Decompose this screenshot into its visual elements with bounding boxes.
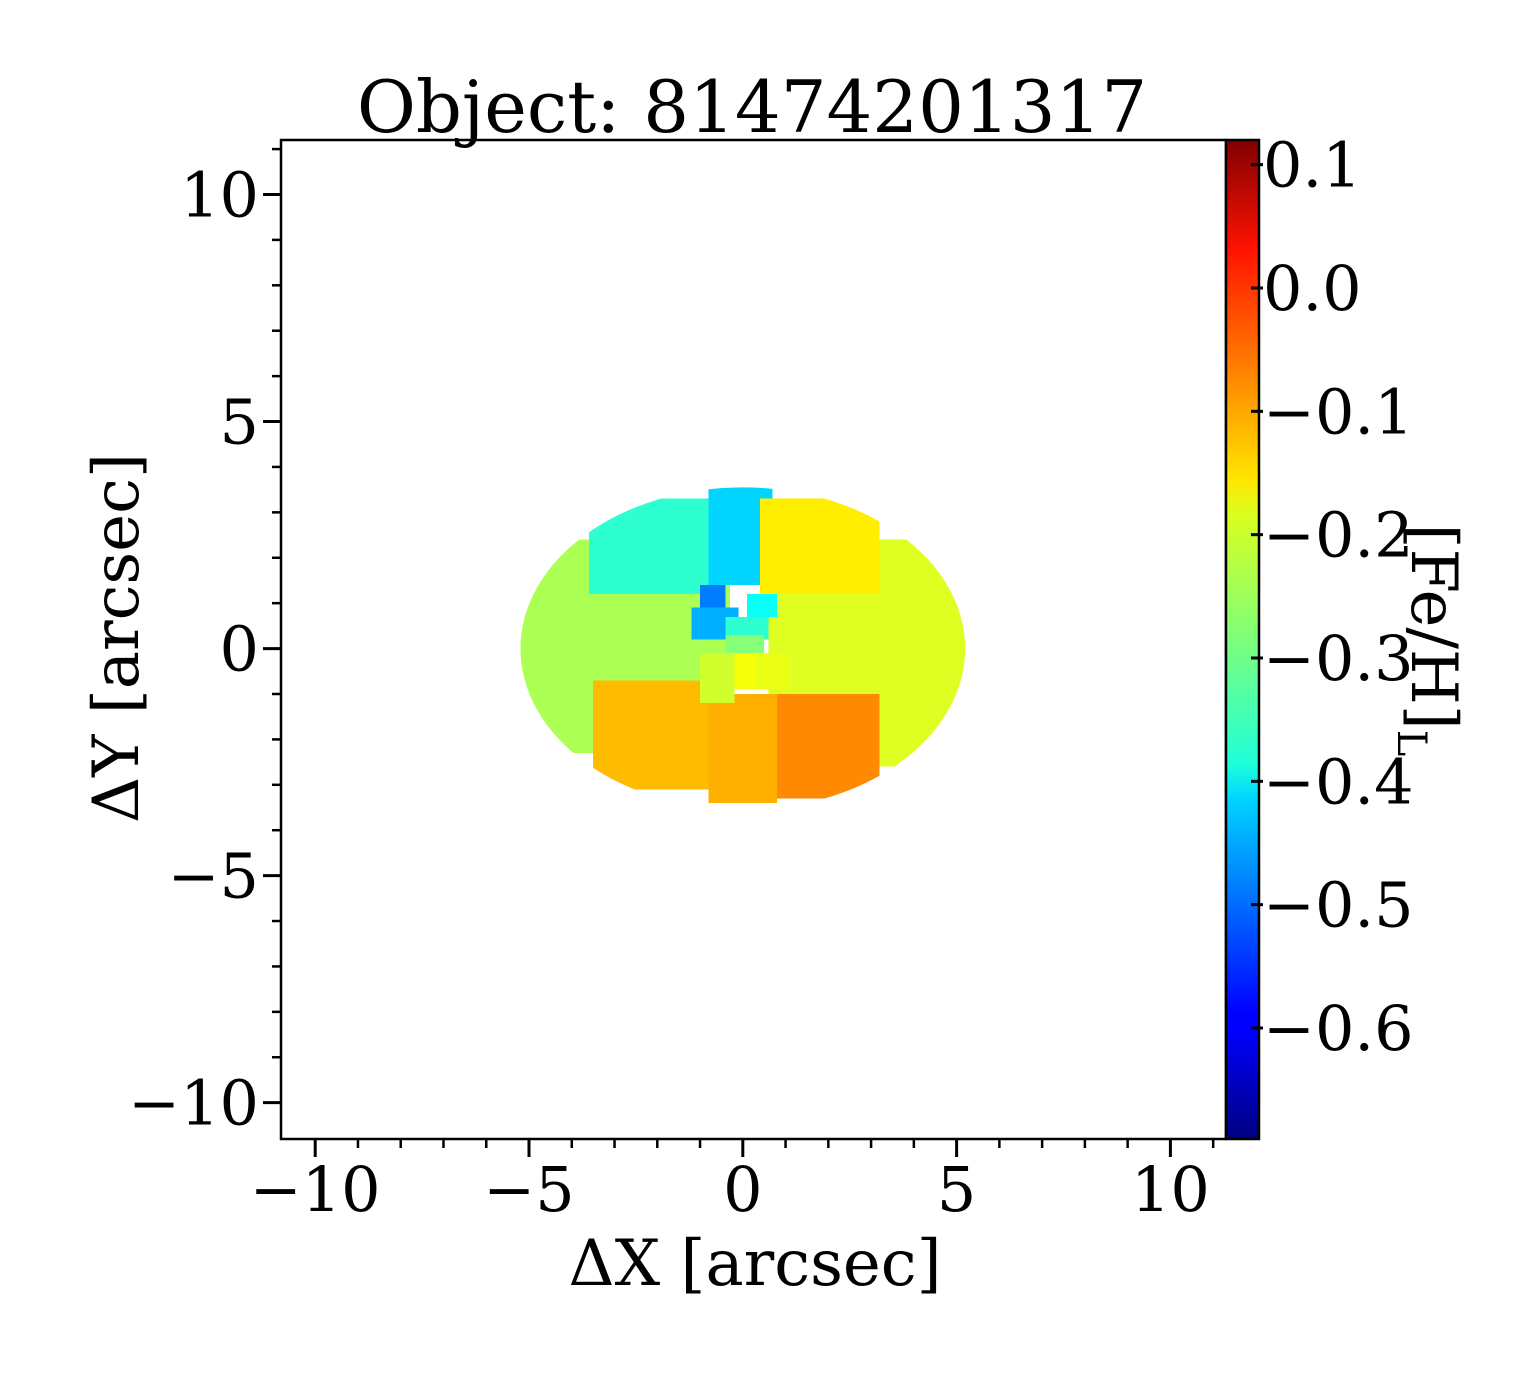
y-axis-label: ΔY [arcsec]: [80, 453, 154, 823]
bin-south: [708, 693, 778, 803]
x-tick-label: 5: [937, 1153, 976, 1226]
x-axis-label: ΔX [arcsec]: [568, 1227, 941, 1301]
bin-south-west: [593, 680, 709, 790]
y-tick-label: 5: [220, 386, 259, 459]
colorbar-tick-label: −0.6: [1263, 992, 1414, 1065]
voronoi-bins: [520, 487, 966, 803]
x-tick-label: −10: [250, 1153, 381, 1226]
bin-core-green: [725, 634, 765, 654]
colorbar-label: [Fe/H]L: [1388, 524, 1470, 757]
colorbar-tick-label: −0.4: [1263, 745, 1414, 818]
colorbar-tick-label: −0.3: [1263, 622, 1414, 695]
bin-core-s: [734, 653, 756, 690]
colorbar-tick-label: 0.0: [1263, 252, 1362, 325]
colorbar-tick-label: −0.2: [1263, 499, 1414, 572]
bin-core-se: [755, 653, 790, 690]
y-tick-label: −5: [168, 840, 259, 913]
metallicity-map: [520, 487, 966, 803]
y-tick-label: −10: [128, 1067, 259, 1140]
colorbar-tick-label: −0.1: [1263, 375, 1414, 448]
x-tick-label: −5: [483, 1153, 574, 1226]
colorbar-label-sub: L: [1388, 730, 1434, 757]
x-axis: −10 −5 0 5 10: [250, 1139, 1215, 1226]
colorbar-axis: 0.1 0.0 −0.1 −0.2 −0.3 −0.4 −0.5 −0.6: [1251, 129, 1414, 1065]
colorbar-tick-label: 0.1: [1263, 129, 1362, 202]
x-tick-label: 10: [1131, 1153, 1210, 1226]
colorbar-label-main: [Fe/H]: [1396, 524, 1470, 730]
bin-north-east: [759, 498, 880, 595]
bin-north-west: [588, 498, 709, 595]
chart-title: Object: 81474201317: [357, 65, 1147, 149]
bin-core-sw: [700, 653, 735, 704]
y-axis: 10 5 0 −5 −10: [128, 147, 281, 1140]
bin-south-east: [777, 693, 880, 799]
y-tick-label: 10: [180, 158, 259, 231]
x-tick-label: 0: [723, 1153, 762, 1226]
colorbar-tick-label: −0.5: [1263, 869, 1414, 942]
bin-core-aqua: [725, 616, 769, 640]
colorbar: [1224, 138, 1261, 1141]
bin-core-cyan-e: [747, 594, 778, 617]
y-tick-label: 0: [220, 613, 259, 686]
